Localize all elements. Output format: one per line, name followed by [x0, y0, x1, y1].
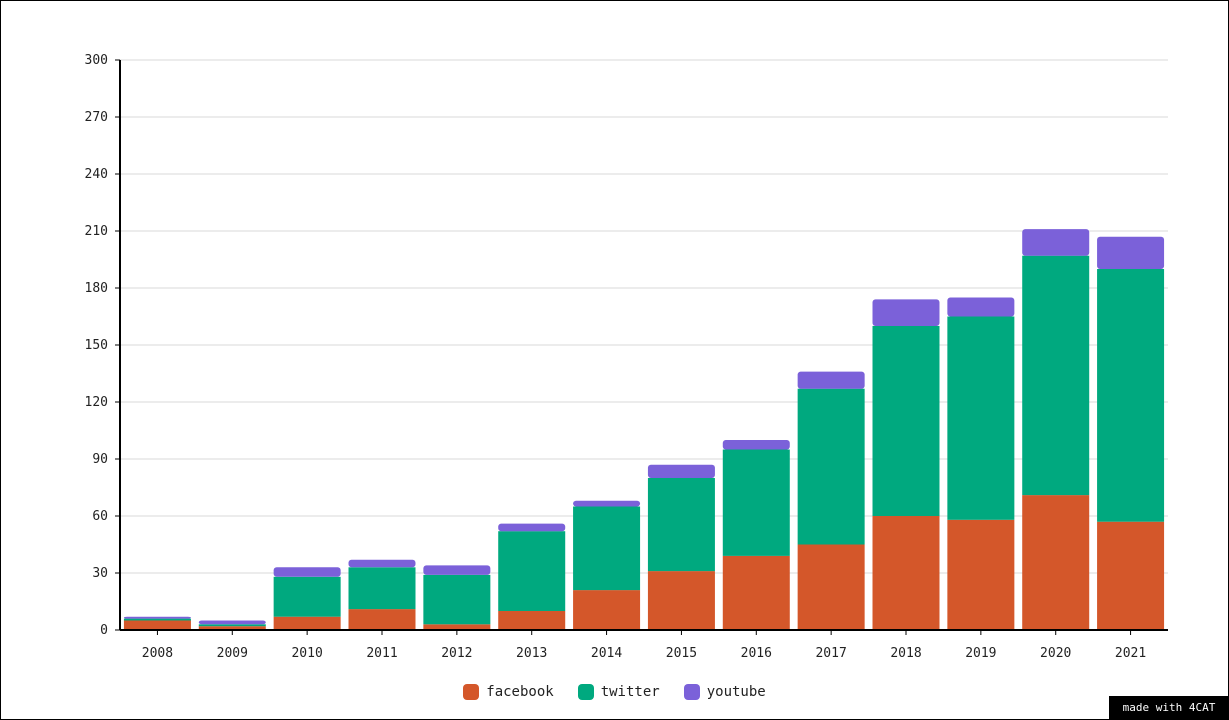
y-tick-label: 90	[92, 452, 108, 467]
bar-youtube-2018	[872, 299, 940, 326]
legend-label: facebook	[486, 684, 554, 700]
bar-facebook-2009	[198, 626, 266, 630]
legend-swatch	[463, 684, 480, 700]
x-tick-label: 2016	[741, 646, 772, 661]
legend-swatch	[683, 684, 700, 700]
y-tick-label: 150	[85, 338, 108, 353]
bar-twitter-2016	[722, 449, 790, 556]
y-tick-label: 120	[85, 395, 108, 410]
bar-twitter-2014	[573, 506, 641, 591]
bar-youtube-2012	[423, 565, 491, 575]
bar-facebook-2014	[573, 590, 641, 630]
bar-youtube-2013	[498, 523, 566, 532]
x-tick-label: 2009	[217, 646, 248, 661]
x-tick-label: 2014	[591, 646, 622, 661]
bar-facebook-2020	[1022, 495, 1090, 630]
legend-item-twitter: twitter	[577, 684, 660, 700]
x-tick-label: 2020	[1040, 646, 1071, 661]
bar-twitter-2020	[1022, 255, 1090, 496]
bar-twitter-2013	[498, 531, 566, 611]
bar-facebook-2015	[647, 571, 715, 630]
legend-label: twitter	[600, 684, 660, 700]
bar-facebook-2018	[872, 516, 940, 630]
x-tick-label: 2013	[516, 646, 547, 661]
bar-facebook-2017	[797, 544, 865, 630]
bar-twitter-2012	[423, 574, 491, 625]
bar-facebook-2010	[273, 616, 341, 630]
axes: 0 30 60 90 120 150 180 210 240 270 300 2008 2009 2010…	[85, 53, 1168, 661]
y-tick-label: 270	[85, 110, 108, 125]
bar-twitter-2010	[273, 576, 341, 617]
x-tick-label: 2018	[890, 646, 921, 661]
legend-item-youtube: youtube	[683, 684, 766, 700]
bar-facebook-2013	[498, 611, 566, 630]
bar-youtube-2009	[198, 620, 266, 625]
legend: facebook twitter youtube	[0, 684, 1229, 700]
legend-label: youtube	[706, 684, 766, 700]
bar-youtube-2011	[348, 559, 416, 568]
bar-youtube-2015	[647, 464, 715, 478]
bar-twitter-2021	[1097, 269, 1165, 522]
bar-youtube-2016	[722, 440, 790, 450]
y-tick-label: 180	[85, 281, 108, 296]
bar-twitter-2008	[123, 618, 191, 621]
legend-swatch	[577, 684, 594, 700]
bar-youtube-2020	[1022, 229, 1090, 256]
bar-twitter-2009	[198, 624, 266, 627]
bar-facebook-2021	[1097, 521, 1165, 630]
y-tick-label: 30	[92, 566, 108, 581]
y-tick-label: 210	[85, 224, 108, 239]
bar-twitter-2011	[348, 567, 416, 610]
bar-facebook-2008	[123, 620, 191, 630]
bar-twitter-2019	[947, 316, 1015, 520]
bar-youtube-2019	[947, 297, 1015, 317]
y-tick-label: 300	[85, 53, 108, 68]
x-tick-label: 2012	[441, 646, 472, 661]
bar-youtube-2017	[797, 371, 865, 389]
bar-twitter-2015	[647, 478, 715, 572]
bar-facebook-2019	[947, 519, 1015, 630]
y-tick-label: 240	[85, 167, 108, 182]
bar-twitter-2018	[872, 326, 940, 516]
bar-facebook-2016	[722, 555, 790, 630]
bar-twitter-2017	[797, 388, 865, 545]
y-tick-label: 0	[100, 623, 108, 638]
x-tick-label: 2015	[666, 646, 697, 661]
bar-facebook-2012	[423, 624, 491, 630]
bar-youtube-2008	[123, 616, 191, 619]
bar-facebook-2011	[348, 609, 416, 630]
stacked-bar-chart: 0 30 60 90 120 150 180 210 240 270 300 2008 2009 2010…	[85, 53, 1168, 661]
bars	[123, 229, 1165, 630]
x-tick-label: 2021	[1115, 646, 1146, 661]
x-tick-label: 2010	[291, 646, 322, 661]
legend-item-facebook: facebook	[463, 684, 554, 700]
bar-youtube-2021	[1097, 236, 1165, 269]
y-tick-label: 60	[92, 509, 108, 524]
made-with-4cat-badge: made with 4CAT	[1109, 696, 1229, 720]
x-tick-label: 2011	[366, 646, 397, 661]
x-tick-label: 2019	[965, 646, 996, 661]
bar-youtube-2010	[273, 567, 341, 577]
x-tick-label: 2017	[815, 646, 846, 661]
x-tick-label: 2008	[142, 646, 173, 661]
bar-youtube-2014	[573, 500, 641, 507]
